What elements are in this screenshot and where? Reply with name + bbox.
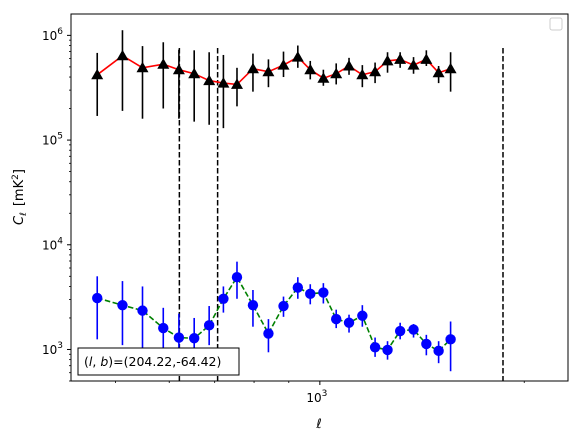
y-tick-label-1: 104 xyxy=(42,236,63,252)
series-1-point-23 xyxy=(433,345,444,357)
series-1-point-6 xyxy=(203,320,215,331)
y-tick-label-2: 105 xyxy=(42,132,63,148)
y-tick-label-exp-2: 5 xyxy=(57,132,63,142)
series-1-point-19 xyxy=(382,344,393,356)
series-1-point-2 xyxy=(137,305,148,316)
series-1-point-0 xyxy=(92,292,103,304)
series-1-point-24 xyxy=(445,334,456,345)
y-tick-label-base-0: 10 xyxy=(42,343,57,357)
series-0-point-11 xyxy=(277,59,290,70)
series-1-point-16 xyxy=(343,317,355,328)
series-1-point-17 xyxy=(357,310,368,321)
annotation-b: b xyxy=(100,354,108,369)
x-axis-ticks: 103 xyxy=(115,381,525,405)
series-1-point-9 xyxy=(247,299,259,311)
y-axis-label: Cℓ [mK2] xyxy=(11,169,29,225)
series-0-point-16 xyxy=(343,60,355,71)
series-1-point-11 xyxy=(278,300,289,312)
y-axis-label-symbol: C xyxy=(12,215,27,225)
y-tick-label-base-3: 10 xyxy=(42,29,57,43)
annotation-frame xyxy=(77,347,240,376)
series-1-point-1 xyxy=(117,299,128,311)
series-0-point-14 xyxy=(317,72,330,83)
y-axis-label-units: [mK xyxy=(12,179,27,206)
legend-box xyxy=(549,17,563,31)
series-0-point-6 xyxy=(203,74,216,86)
series-0-point-5 xyxy=(188,67,201,79)
y-tick-label-exp-1: 4 xyxy=(57,236,63,246)
annotation-rest: )=(204.22,-64.42) xyxy=(108,354,221,369)
x-axis-label: ℓ xyxy=(315,417,321,432)
series-0-point-17 xyxy=(356,68,369,80)
annotation-box: (l, b)=(204.22,-64.42) xyxy=(77,347,240,376)
x-tick-label-base-0: 10 xyxy=(306,391,321,405)
series-0-point-13 xyxy=(304,63,317,75)
series-0-point-3 xyxy=(157,58,170,69)
series-0-point-12 xyxy=(291,51,304,62)
series-0-point-24 xyxy=(444,62,457,74)
series-1-point-4 xyxy=(173,332,185,343)
y-tick-label-exp-3: 6 xyxy=(57,27,63,37)
annotation-text: (l, b)=(204.22,-64.42) xyxy=(84,354,221,369)
series-1-point-20 xyxy=(394,325,406,337)
series-0-point-2 xyxy=(136,61,149,73)
series-layer xyxy=(91,30,457,372)
series-0-point-20 xyxy=(394,53,407,64)
series-1-point-5 xyxy=(188,333,200,344)
series-1-point-3 xyxy=(158,322,169,334)
series-1-point-8 xyxy=(231,272,243,283)
series-1-point-7 xyxy=(218,293,229,304)
y-axis-label-units-end: ] xyxy=(12,169,27,174)
y-tick-label-base-1: 10 xyxy=(42,238,57,252)
series-0-point-1 xyxy=(116,49,129,61)
series-1-point-15 xyxy=(330,313,342,325)
series-1-point-10 xyxy=(263,328,274,339)
x-tick-label-0: 103 xyxy=(306,389,327,405)
series-0-point-23 xyxy=(432,66,445,78)
x-tick-label-exp-0: 3 xyxy=(322,389,328,399)
series-1-point-12 xyxy=(292,282,304,293)
series-1-point-22 xyxy=(421,338,432,350)
series-0-point-0 xyxy=(91,68,104,80)
y-tick-label-exp-0: 3 xyxy=(57,341,63,351)
y-axis-label-units-sup: 2 xyxy=(11,174,21,180)
series-0-point-22 xyxy=(420,53,433,64)
series-1-point-13 xyxy=(305,288,316,300)
series-0 xyxy=(91,30,457,129)
y-tick-label-0: 103 xyxy=(42,341,63,357)
series-0-point-15 xyxy=(330,67,343,79)
series-0-point-21 xyxy=(407,59,420,70)
series-1-point-14 xyxy=(318,287,329,298)
series-0-point-4 xyxy=(172,63,185,75)
series-0-point-10 xyxy=(262,65,275,77)
series-0-point-19 xyxy=(381,54,394,66)
y-axis-label-subscript: ℓ xyxy=(19,212,29,217)
annotation-open: ( xyxy=(84,354,89,369)
series-0-point-9 xyxy=(247,62,259,74)
series-1-point-21 xyxy=(408,324,419,335)
y-tick-label-base-2: 10 xyxy=(42,134,57,148)
series-0-point-8 xyxy=(231,78,243,89)
series-1-point-18 xyxy=(369,342,381,353)
series-1 xyxy=(92,261,456,372)
annotation-l: l xyxy=(89,354,93,369)
annotation-comma: , xyxy=(92,354,100,369)
series-0-point-7 xyxy=(217,77,230,88)
series-0-point-18 xyxy=(369,65,382,77)
y-tick-label-3: 106 xyxy=(42,27,63,43)
